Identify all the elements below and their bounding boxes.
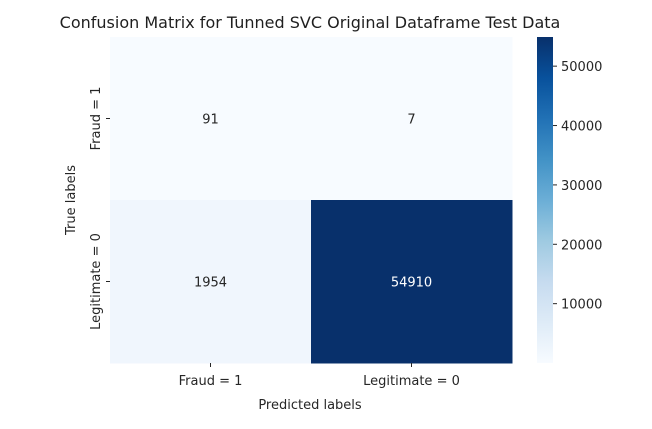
y-tick-label: Legitimate = 0 xyxy=(89,233,104,330)
heatmap-cell xyxy=(110,37,312,201)
colorbar-tick-label: 20000 xyxy=(561,238,602,253)
heatmap-cell xyxy=(311,37,513,201)
cell-value-label: 54910 xyxy=(391,276,432,291)
cell-labels: 91 7 1954 54910 xyxy=(194,113,432,291)
y-tick-label: Fraud = 1 xyxy=(89,87,104,151)
y-axis-label: True labels xyxy=(64,165,79,236)
colorbar-tick-label: 30000 xyxy=(561,179,602,194)
cell-value-label: 91 xyxy=(202,113,219,128)
colorbar-tick-label: 40000 xyxy=(561,120,602,135)
x-axis-label: Predicted labels xyxy=(258,398,362,413)
x-tick-label: Fraud = 1 xyxy=(179,374,243,389)
heatmap-cell xyxy=(110,200,312,364)
heatmap-cells xyxy=(110,37,513,364)
colorbar-tick-label: 10000 xyxy=(561,298,602,313)
colorbar xyxy=(537,37,553,363)
colorbar-tick-label: 50000 xyxy=(561,60,602,75)
cell-value-label: 1954 xyxy=(194,276,227,291)
x-axis-ticks: Fraud = 1 Legitimate = 0 xyxy=(179,363,460,389)
colorbar-ticks: 10000 20000 30000 40000 50000 xyxy=(553,60,602,313)
heatmap-cell xyxy=(311,200,513,364)
cell-value-label: 7 xyxy=(407,113,415,128)
chart-title: Confusion Matrix for Tunned SVC Original… xyxy=(60,13,561,32)
x-tick-label: Legitimate = 0 xyxy=(363,374,460,389)
y-axis-ticks: Fraud = 1 Legitimate = 0 xyxy=(89,87,110,330)
